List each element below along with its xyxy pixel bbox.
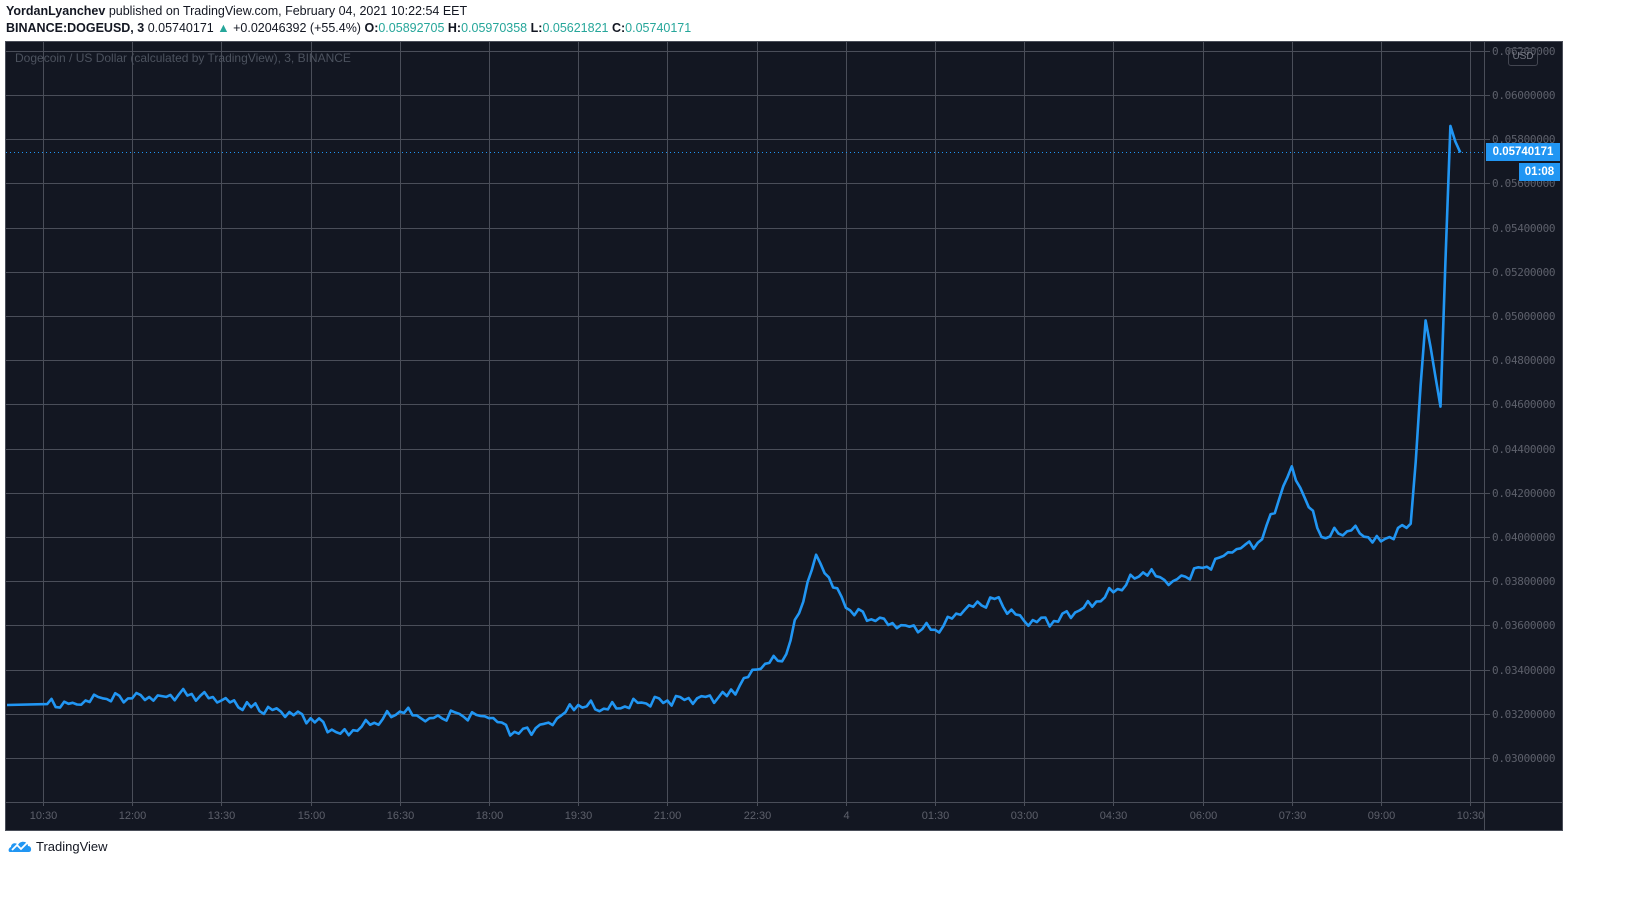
price-tick-label: 0.05200000 xyxy=(1492,265,1556,279)
brand-name: TradingView xyxy=(36,838,108,854)
price-tick-label: 0.06200000 xyxy=(1492,44,1556,58)
price-tick-label: 0.05000000 xyxy=(1492,309,1556,323)
price-tick-label: 0.04600000 xyxy=(1492,397,1556,411)
bar-countdown-label: 01:08 xyxy=(1519,163,1560,181)
time-tick-label: 01:30 xyxy=(921,810,950,822)
tradingview-logo-icon xyxy=(8,841,32,852)
time-tick-label: 12:00 xyxy=(118,810,147,822)
time-tick-label: 16:30 xyxy=(386,810,415,822)
high-label: H: xyxy=(447,21,462,35)
price-tick-label: 0.04400000 xyxy=(1492,442,1556,456)
currency-badge[interactable]: USD xyxy=(1508,48,1538,66)
price-tick-label: 0.05400000 xyxy=(1492,221,1556,235)
close-value: 0.05740171 xyxy=(625,21,692,35)
publish-info: YordanLyanchev published on TradingView.… xyxy=(6,4,467,18)
time-tick-label: 22:30 xyxy=(743,810,772,822)
time-tick-label: 13:30 xyxy=(207,810,236,822)
price-tick-label: 0.03800000 xyxy=(1492,574,1556,588)
grid-lines xyxy=(6,42,1490,806)
open-value: 0.05892705 xyxy=(378,21,445,35)
price-line[interactable] xyxy=(6,124,1462,737)
open-label: O: xyxy=(364,21,379,35)
chart-legend: Dogecoin / US Dollar (calculated by Trad… xyxy=(15,51,351,65)
tradingview-brand[interactable]: TradingView xyxy=(8,838,108,854)
author-name[interactable]: YordanLyanchev xyxy=(6,4,106,18)
price-tick-label: 0.03000000 xyxy=(1492,751,1556,765)
time-tick-label: 18:00 xyxy=(475,810,504,822)
high-value: 0.05970358 xyxy=(461,21,528,35)
time-tick-label: 04:30 xyxy=(1099,810,1128,822)
time-tick-label: 15:00 xyxy=(297,810,326,822)
symbol-label: BINANCE:DOGEUSD, 3 xyxy=(6,21,145,35)
time-tick-label: 10:30 xyxy=(29,810,58,822)
low-label: L: xyxy=(530,21,543,35)
price-tick-label: 0.03200000 xyxy=(1492,707,1556,721)
time-tick-label: 03:00 xyxy=(1010,810,1039,822)
close-label: C: xyxy=(611,21,626,35)
price-tick-label: 0.04800000 xyxy=(1492,353,1556,367)
price-tick-label: 0.03400000 xyxy=(1492,663,1556,677)
symbol-info-bar: BINANCE:DOGEUSD, 3 0.05740171 ▲ +0.02046… xyxy=(6,21,691,35)
price-change: +0.02046392 (+55.4%) xyxy=(233,21,361,35)
chart-panel[interactable] xyxy=(5,41,1563,831)
time-tick-label: 21:00 xyxy=(653,810,682,822)
price-tick-label: 0.06000000 xyxy=(1492,88,1556,102)
price-tick-label: 0.03600000 xyxy=(1492,618,1556,632)
last-price-label: 0.05740171 xyxy=(1486,143,1560,161)
time-tick-label: 07:30 xyxy=(1278,810,1307,822)
time-tick-label: 10:30 xyxy=(1456,810,1485,822)
time-tick-label: 06:00 xyxy=(1189,810,1218,822)
price-tick-label: 0.04000000 xyxy=(1492,530,1556,544)
time-tick-label: 09:00 xyxy=(1367,810,1396,822)
change-up-icon: ▲ xyxy=(217,21,230,35)
price-tick-label: 0.04200000 xyxy=(1492,486,1556,500)
price-tick-label: 0.05800000 xyxy=(1492,132,1556,146)
time-tick-label: 19:30 xyxy=(564,810,593,822)
low-value: 0.05621821 xyxy=(542,21,609,35)
last-price: 0.05740171 xyxy=(147,21,214,35)
time-tick-label: 4 xyxy=(843,810,850,822)
published-text: published on TradingView.com, February 0… xyxy=(108,4,468,18)
